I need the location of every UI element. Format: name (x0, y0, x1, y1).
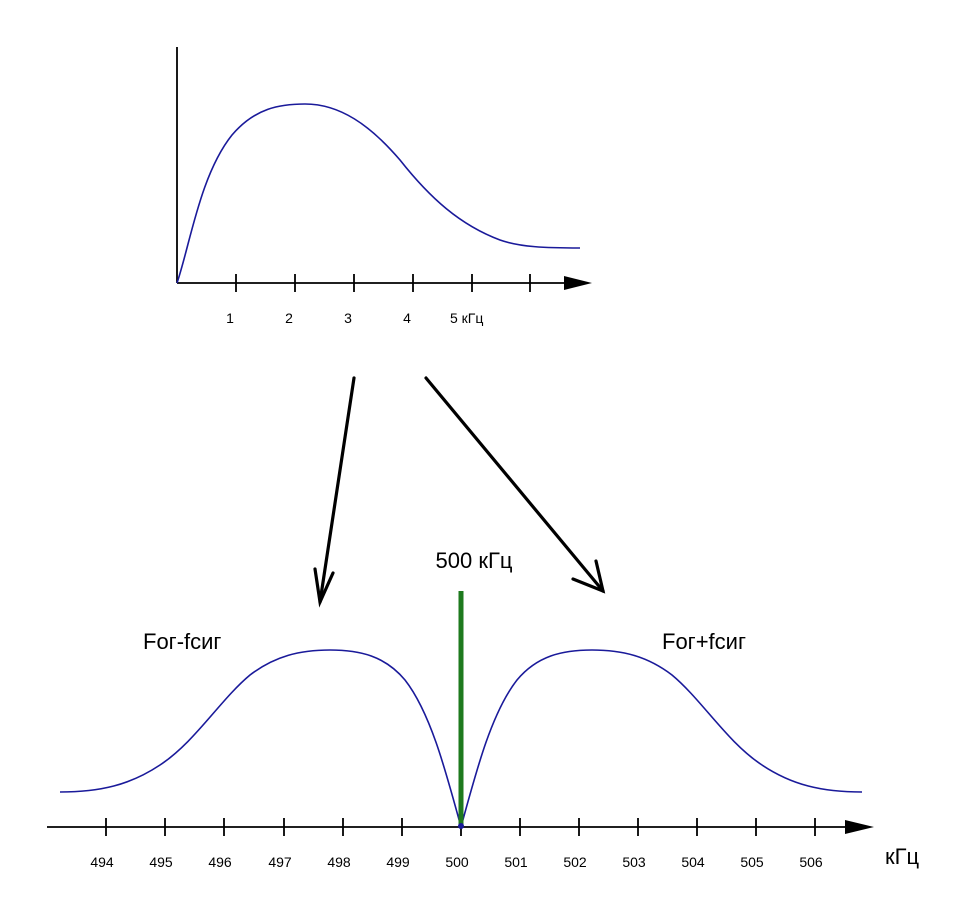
top-x-tick-labels: 1 2 3 4 5 кГц (226, 310, 483, 326)
top-signal-curve (176, 103, 581, 284)
bottom-tick-label: 506 (799, 854, 823, 870)
arrow-to-upper-sideband (424, 376, 606, 594)
arrow-to-lower-sideband (313, 376, 356, 608)
arrow-shaft (318, 376, 356, 604)
bottom-x-tick-labels: 494 495 496 497 498 499 500 501 502 503 … (90, 854, 823, 870)
bottom-tick-label: 497 (268, 854, 292, 870)
bottom-tick-label: 494 (90, 854, 114, 870)
top-tick-label: 4 (403, 310, 411, 326)
mapping-arrows (313, 376, 606, 608)
bottom-tick-label: 502 (563, 854, 587, 870)
bottom-tick-label: 505 (740, 854, 764, 870)
bottom-unit-label: кГц (885, 844, 920, 869)
bottom-tick-label: 499 (386, 854, 410, 870)
top-x-axis-arrowhead (564, 276, 592, 290)
arrow-shaft (424, 376, 605, 593)
top-tick-label: 5 кГц (450, 310, 483, 326)
bottom-x-ticks (105, 818, 816, 836)
top-tick-label: 3 (344, 310, 352, 326)
top-spectrum: 1 2 3 4 5 кГц (176, 47, 592, 326)
top-tick-label: 2 (285, 310, 293, 326)
bottom-tick-label: 504 (681, 854, 705, 870)
upper-sideband-curve (460, 649, 863, 828)
upper-sideband-label: Fог+fсиг (662, 629, 746, 654)
top-x-ticks (235, 274, 531, 292)
bottom-tick-label: 498 (327, 854, 351, 870)
bottom-tick-label: 503 (622, 854, 646, 870)
bottom-x-axis-arrowhead (845, 820, 874, 834)
arrowhead (313, 567, 335, 608)
bottom-tick-label: 495 (149, 854, 173, 870)
bottom-tick-label: 501 (504, 854, 528, 870)
carrier-label: 500 кГц (436, 548, 513, 573)
bottom-tick-label: 496 (208, 854, 232, 870)
origin-point (458, 823, 464, 829)
bottom-spectrum: 500 кГц Fог-fсиг Fог+fсиг 494 495 496 49… (47, 548, 920, 870)
lower-sideband-curve (59, 649, 462, 828)
bottom-tick-label: 500 (445, 854, 469, 870)
lower-sideband-label: Fог-fсиг (143, 629, 221, 654)
arrowhead (571, 559, 606, 594)
top-tick-label: 1 (226, 310, 234, 326)
